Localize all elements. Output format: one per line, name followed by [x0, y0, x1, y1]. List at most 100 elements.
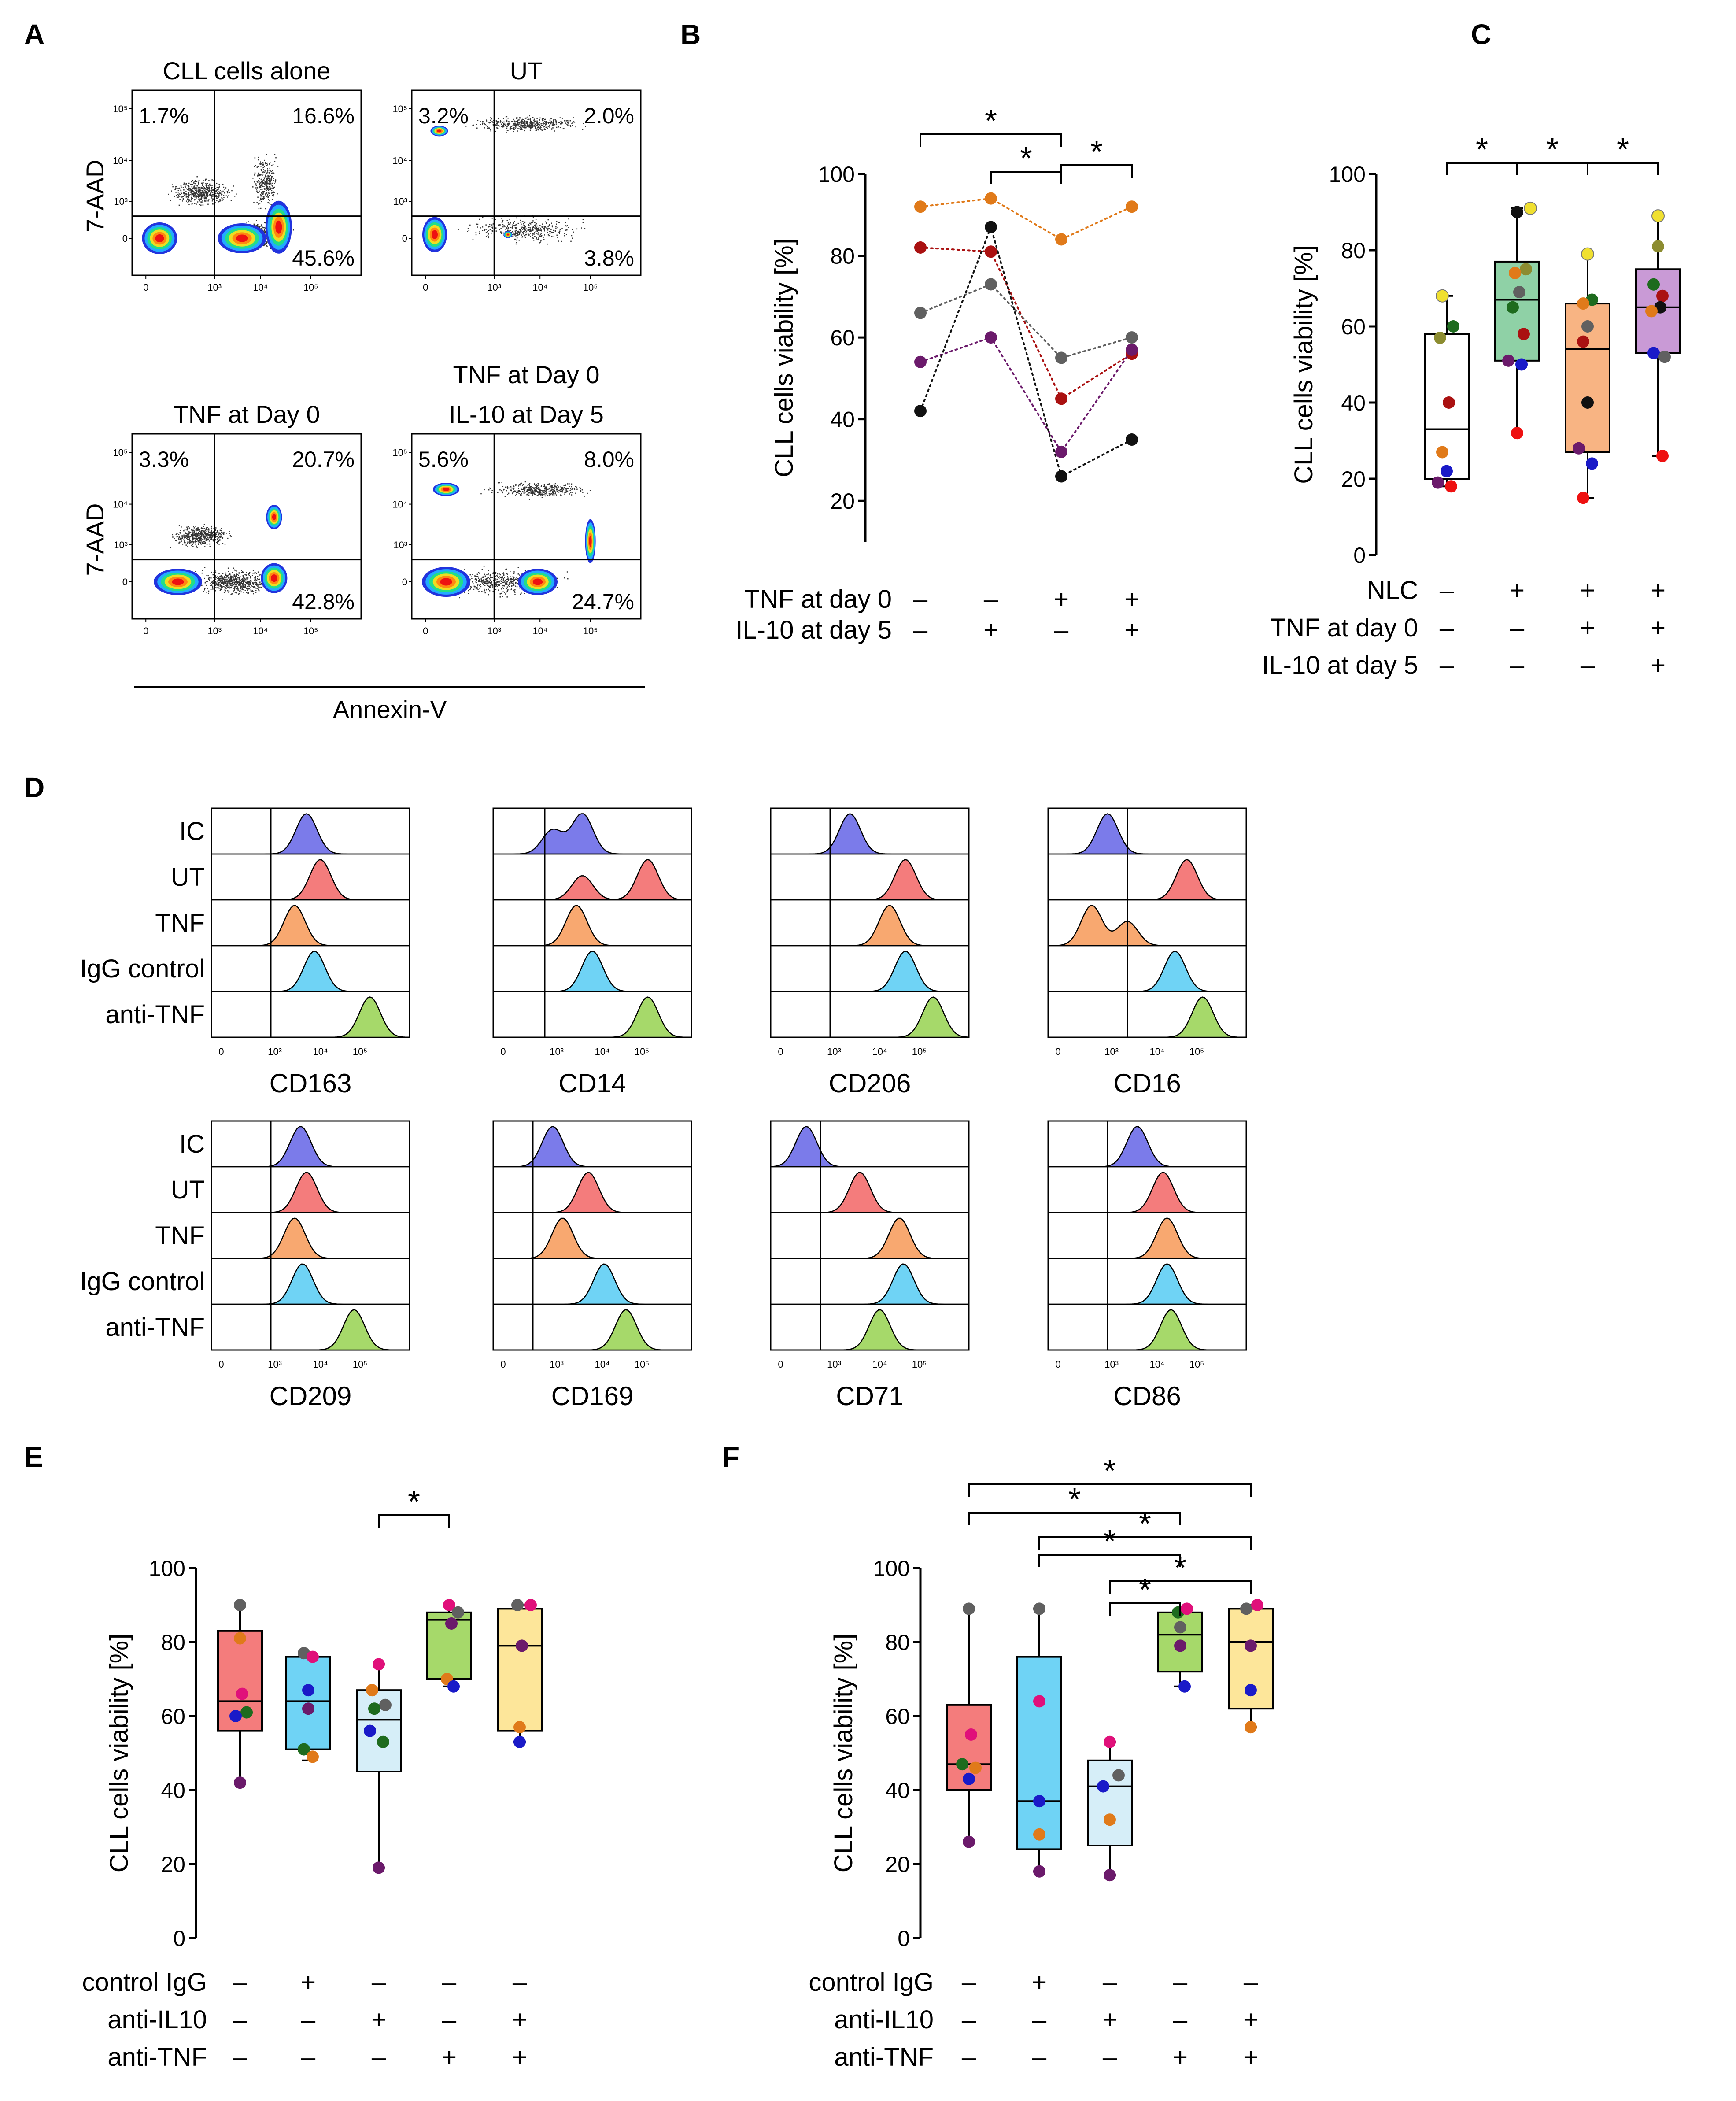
event-dot [499, 576, 500, 577]
event-dot [238, 579, 240, 581]
event-dot [554, 489, 555, 491]
event-dot [508, 230, 510, 232]
event-dot [485, 581, 487, 583]
data-point [963, 1602, 975, 1615]
event-dot [195, 540, 196, 541]
event-dot [550, 490, 551, 492]
event-dot [529, 492, 531, 494]
event-dot [492, 577, 493, 578]
event-dot [469, 224, 471, 226]
event-dot [186, 535, 188, 536]
event-dot [263, 177, 265, 178]
event-dot [513, 491, 514, 493]
event-dot [522, 233, 524, 235]
event-dot [203, 180, 204, 181]
event-dot [549, 224, 550, 226]
event-dot [238, 593, 240, 594]
event-dot [228, 578, 230, 579]
event-dot [180, 538, 181, 540]
event-dot [501, 581, 502, 582]
event-dot [488, 236, 489, 237]
event-dot [196, 189, 197, 191]
event-dot [209, 185, 211, 186]
event-dot [262, 182, 263, 184]
event-dot [468, 593, 469, 595]
event-dot [544, 227, 546, 228]
event-dot [488, 594, 489, 596]
event-dot [510, 126, 512, 127]
event-dot [266, 245, 267, 246]
data-point [1513, 286, 1525, 299]
event-dot [229, 581, 231, 583]
event-dot [236, 584, 237, 585]
event-dot [195, 526, 196, 527]
event-dot [515, 229, 517, 231]
data-point [234, 1632, 246, 1645]
box [497, 1608, 543, 1732]
event-dot [171, 190, 172, 192]
event-dot [515, 233, 516, 234]
event-dot [520, 494, 521, 496]
data-point [1447, 320, 1459, 333]
event-dot [263, 197, 265, 199]
event-dot [518, 123, 520, 125]
event-dot [257, 586, 259, 587]
event-dot [238, 577, 240, 579]
event-dot [526, 122, 528, 124]
event-dot [520, 483, 521, 485]
histogram-marker-label: CD206 [829, 1069, 911, 1098]
data-point [1055, 445, 1067, 458]
event-dot [213, 191, 214, 193]
event-dot [495, 575, 496, 577]
event-dot [532, 491, 534, 492]
histogram-x-tick: 10³ [550, 1359, 564, 1370]
event-dot [509, 223, 511, 225]
flow-plot-title: TNF at Day 0 [453, 361, 600, 388]
event-dot [529, 227, 531, 229]
event-dot [214, 575, 216, 577]
event-dot [187, 537, 188, 538]
event-dot [211, 571, 212, 573]
data-point [1055, 470, 1067, 483]
event-dot [513, 225, 515, 226]
event-dot [524, 124, 526, 126]
event-dot [270, 188, 271, 189]
event-dot [207, 588, 208, 589]
event-dot [199, 530, 201, 532]
event-dot [518, 119, 520, 121]
y-tick-label: 0 [898, 1926, 910, 1951]
event-dot [201, 535, 203, 537]
event-dot [266, 185, 268, 187]
event-dot [222, 573, 224, 574]
event-dot [480, 124, 481, 125]
event-dot [510, 582, 512, 584]
event-dot [219, 581, 221, 583]
event-dot [559, 489, 561, 491]
event-dot [513, 571, 515, 573]
event-dot [210, 585, 211, 586]
event-dot [482, 123, 483, 125]
event-dot [507, 580, 509, 581]
event-dot [553, 487, 555, 488]
event-dot [212, 203, 214, 205]
event-dot [238, 584, 239, 586]
event-dot [264, 243, 266, 244]
event-dot [229, 574, 231, 576]
event-dot [564, 233, 565, 234]
event-dot [238, 585, 240, 586]
event-dot [222, 578, 224, 580]
event-dot [580, 491, 582, 492]
event-dot [558, 232, 560, 233]
event-dot [568, 218, 569, 220]
event-dot [517, 124, 519, 126]
event-dot [538, 485, 539, 486]
event-dot [264, 229, 266, 230]
event-dot [209, 189, 210, 191]
event-dot [517, 119, 519, 121]
event-dot [513, 118, 514, 120]
event-dot [193, 538, 195, 540]
event-dot [201, 199, 202, 200]
event-dot [191, 529, 192, 531]
event-dot [255, 584, 257, 585]
event-dot [502, 232, 504, 234]
